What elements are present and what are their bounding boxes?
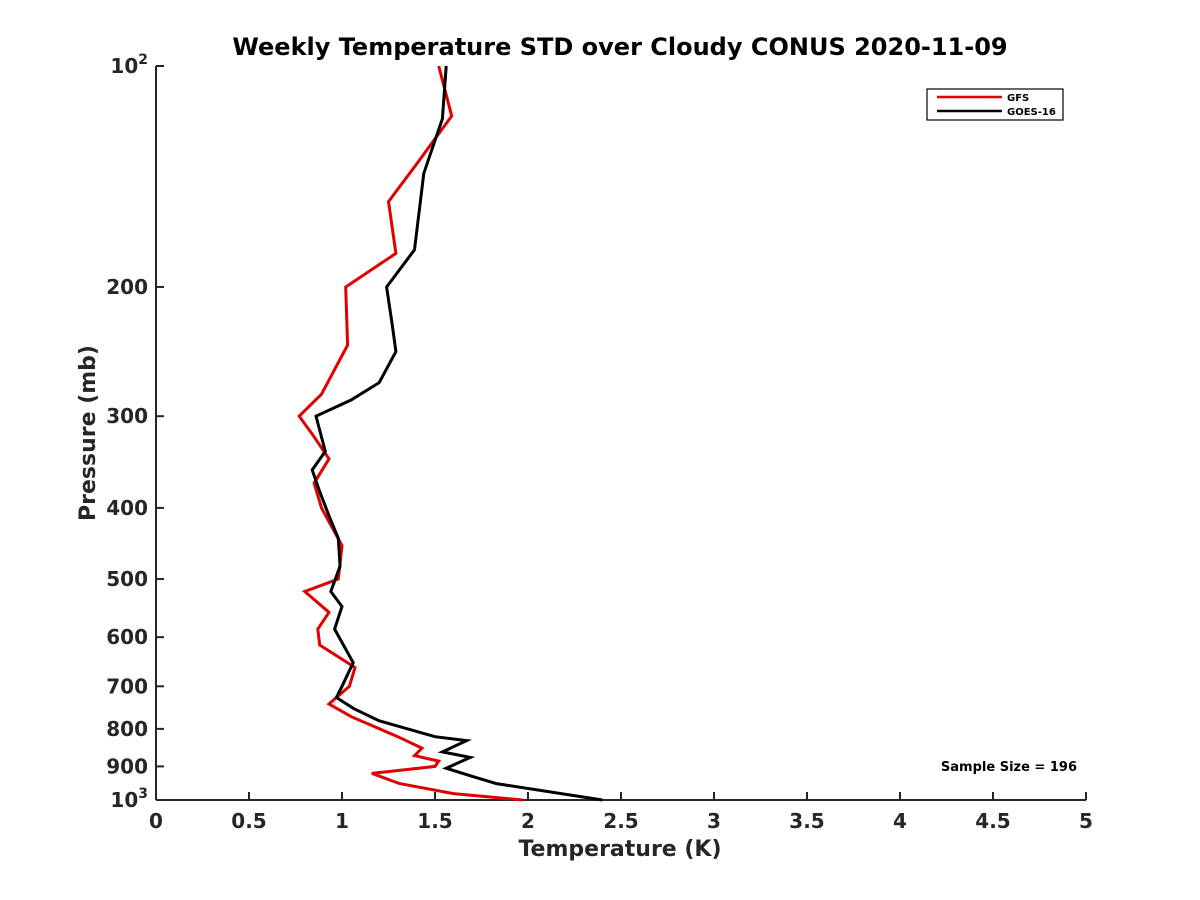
x-axis-title: Temperature (K) — [518, 837, 721, 862]
axes: 0 0.5 1 1.5 2 2.5 3 3.5 4 4.5 51022003004005006007… — [106, 52, 1093, 833]
x-tick-label: 0.5 — [231, 809, 266, 833]
y-tick-label: 200 — [106, 275, 148, 299]
x-tick-label: 5 — [1079, 809, 1093, 833]
x-tick-label: 3 — [707, 809, 721, 833]
x-tick-label: 4 — [893, 809, 907, 833]
series-line-goes16 — [310, 65, 603, 802]
legend-box — [926, 88, 1064, 121]
y-tick-label: 400 — [106, 496, 148, 520]
x-tick-label: 2.5 — [603, 809, 638, 833]
sample-size-annotation: Sample Size = 196 — [941, 760, 1077, 775]
legend: GFS GOES-16 — [926, 88, 1064, 121]
y-tick-label: 600 — [106, 625, 148, 649]
x-tick-label: 0 — [149, 809, 163, 833]
series-layer — [297, 65, 603, 802]
y-tick-label: 800 — [106, 717, 148, 741]
x-tick-label: 3.5 — [789, 809, 824, 833]
y-tick-label: 900 — [106, 754, 148, 778]
legend-label-gfs: GFS — [1007, 93, 1029, 104]
x-tick-label: 1 — [335, 809, 349, 833]
chart-title: Weekly Temperature STD over Cloudy CONUS… — [232, 33, 1007, 61]
series-line-gfs — [297, 65, 523, 802]
legend-label-goes16: GOES-16 — [1007, 107, 1056, 118]
x-tick-label: 4.5 — [975, 809, 1010, 833]
y-tick-label: 300 — [106, 404, 148, 428]
x-tick-label: 2 — [521, 809, 535, 833]
y-tick-label: 700 — [106, 674, 148, 698]
y-tick-label: 500 — [106, 567, 148, 591]
x-tick-label: 1.5 — [417, 809, 452, 833]
y-axis-title: Pressure (mb) — [76, 345, 101, 521]
